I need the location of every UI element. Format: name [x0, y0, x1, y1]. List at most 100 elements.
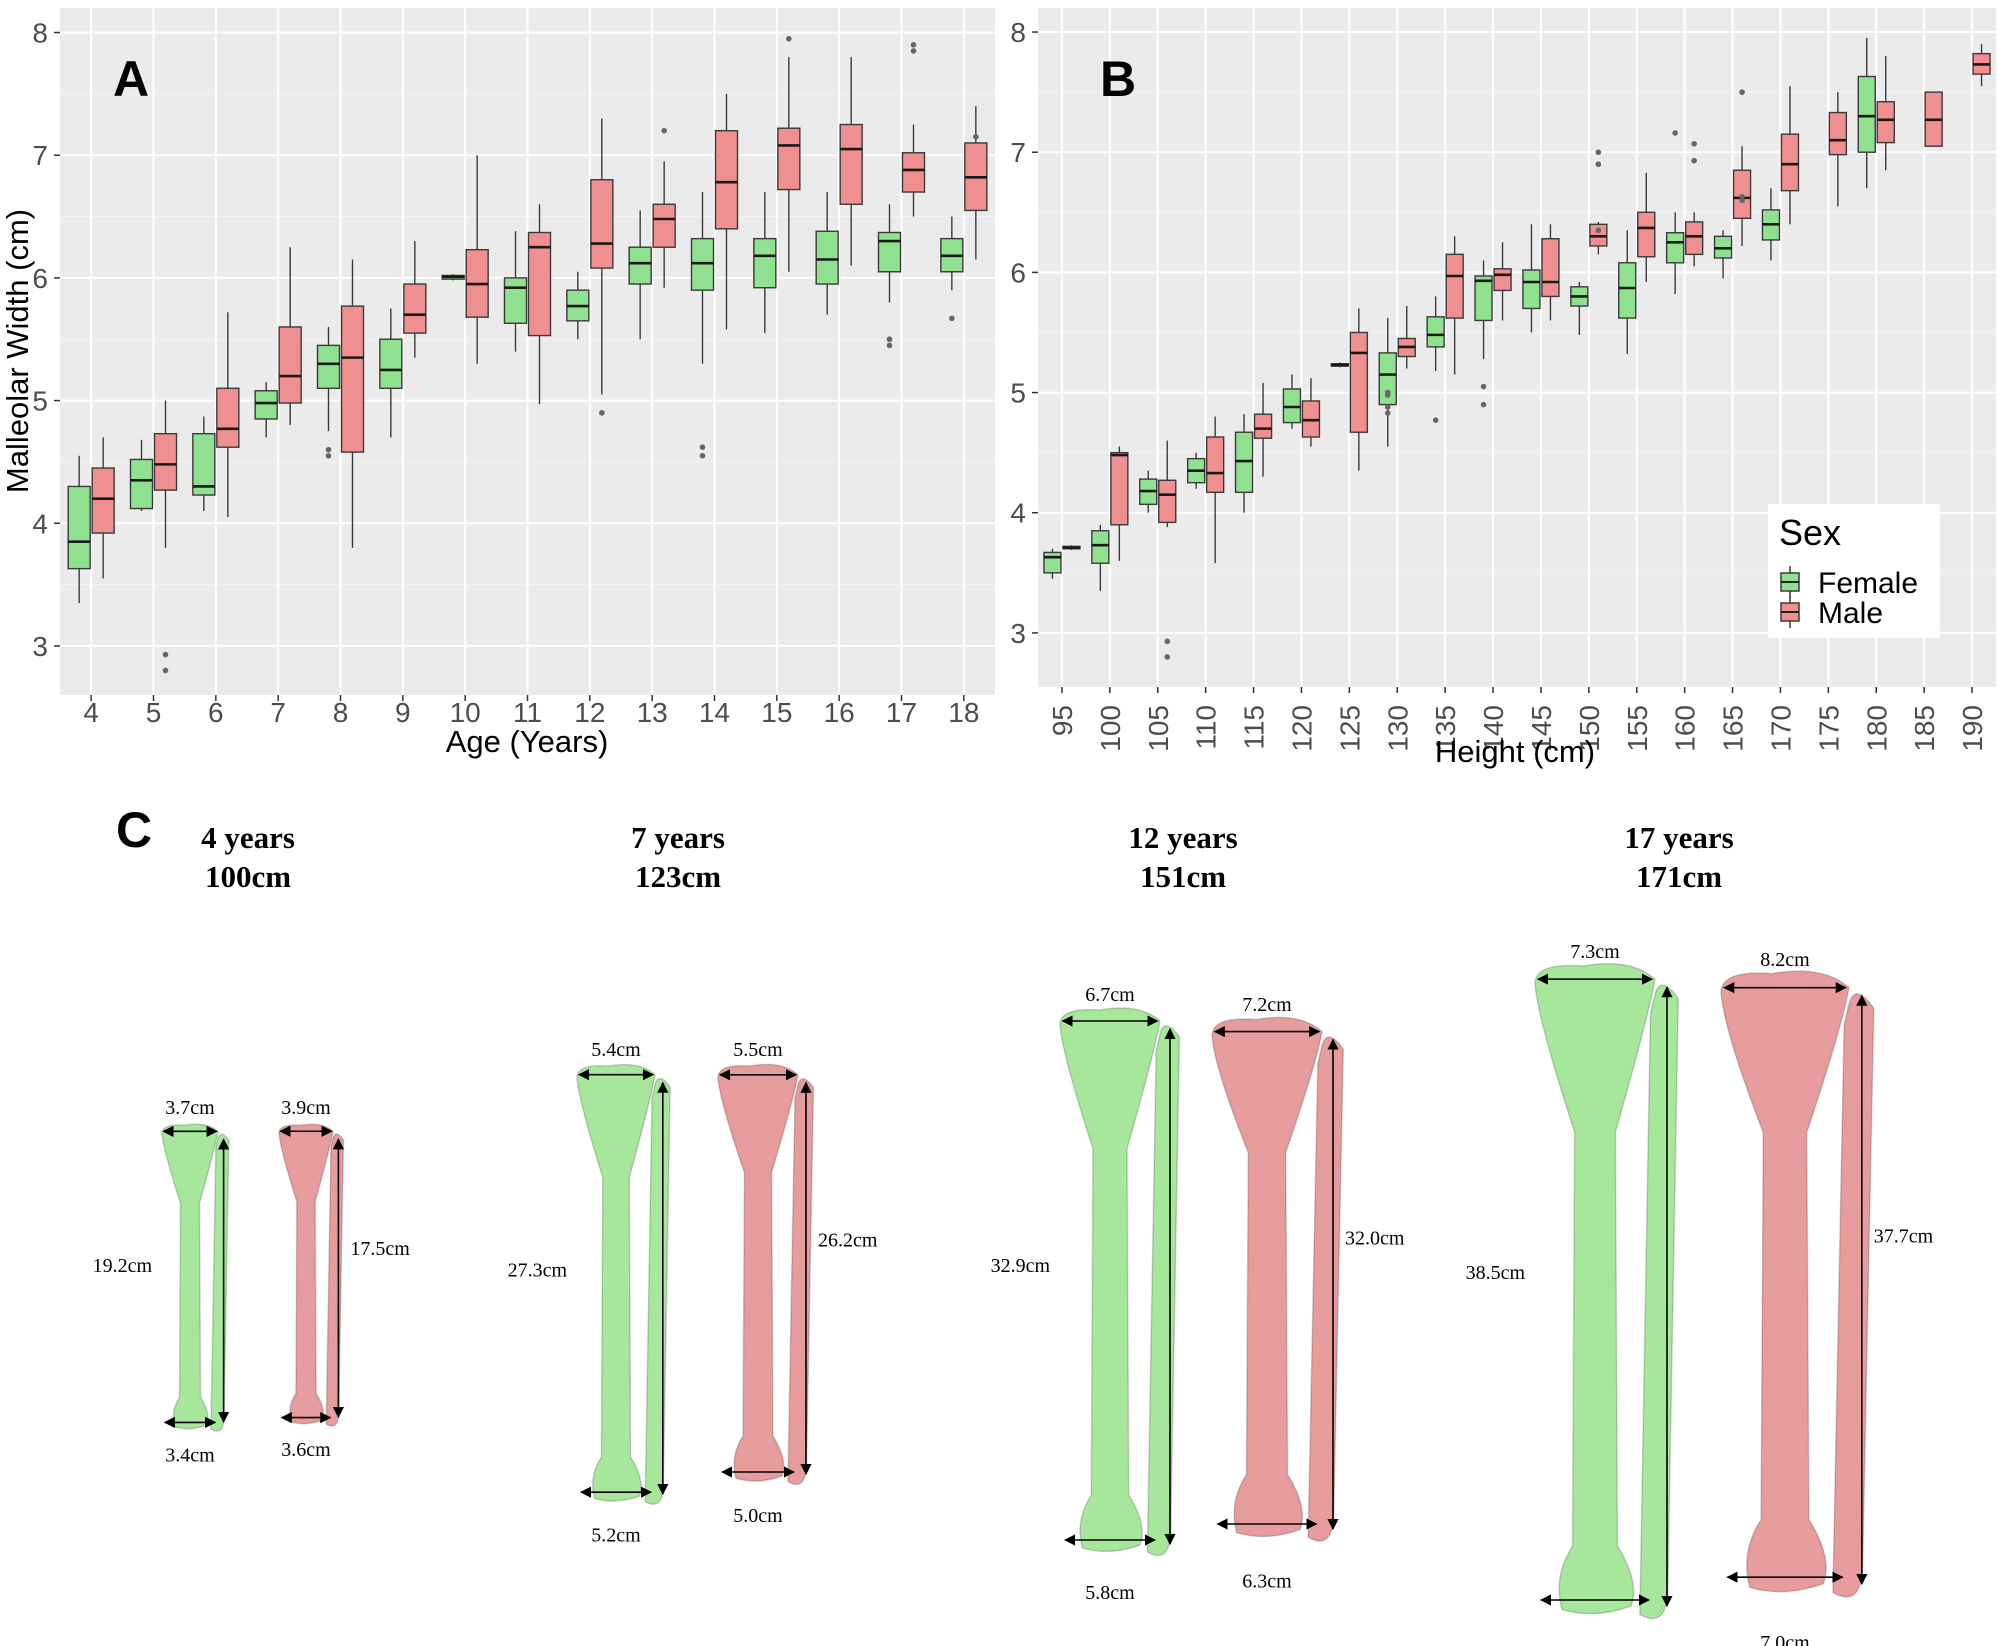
- outlier-point: [1480, 383, 1487, 390]
- x-tick-label-120: 120: [1286, 705, 1317, 752]
- iqr-box: [340, 305, 365, 453]
- female-tibia: [161, 1123, 219, 1430]
- box-female-6: [192, 416, 216, 511]
- iqr-box: [1445, 253, 1464, 319]
- female-fibula: [1146, 1025, 1181, 1557]
- outlier-point: [886, 342, 893, 349]
- iqr-box: [1043, 551, 1062, 574]
- x-tick-label-10: 10: [450, 697, 481, 728]
- x-tick-label-180: 180: [1861, 705, 1892, 752]
- panel-a-y-axis-title: Malleolar Width (cm): [0, 209, 35, 493]
- box-male-170: [1780, 86, 1800, 225]
- box-female-120: [1282, 374, 1302, 429]
- box-female-18: [940, 216, 964, 322]
- iqr-box: [1684, 221, 1704, 256]
- box-male-13: [652, 127, 676, 288]
- y-tick-label-4: 4: [32, 508, 48, 539]
- male-proximal-width-label: 5.5cm: [733, 1039, 783, 1061]
- box-female-17: [877, 204, 902, 349]
- iqr-box: [815, 230, 839, 285]
- panel-b-chart: 3 4 5 6 7 8 95 100 105 110 115 120 125 130 135 140 145 15…: [1010, 8, 1996, 769]
- box-male-10: [465, 155, 489, 364]
- female-fibula: [1639, 984, 1680, 1620]
- bone-group-height: 100cm: [205, 859, 291, 894]
- panel-b-ticks: 3 4 5 6 7 8 95 100 105 110 115 120 125 130 135 140 145 15…: [1010, 17, 1988, 752]
- outlier-point: [325, 452, 332, 459]
- x-tick-label-145: 145: [1526, 705, 1557, 752]
- legend: Sex Female Male: [1768, 504, 1940, 638]
- panel-c-bone-models: C 4 years 100cm 3.7cm 3.4cm 19.2cm 3.9cm 3.6cm…: [93, 802, 1934, 1646]
- box-male-100: [1110, 446, 1129, 561]
- x-tick-label-140: 140: [1478, 705, 1509, 752]
- outlier-point: [1691, 141, 1697, 147]
- box-female-125: [1330, 362, 1350, 368]
- box-female-7: [254, 382, 278, 438]
- iqr-box: [254, 390, 278, 420]
- outlier-point: [973, 134, 979, 140]
- female-fibula: [210, 1133, 230, 1432]
- box-male-130: [1397, 306, 1416, 369]
- x-tick-label-16: 16: [824, 697, 855, 728]
- box-male-165: [1732, 89, 1752, 246]
- iqr-box: [216, 387, 240, 448]
- x-tick-label-185: 185: [1909, 705, 1940, 752]
- male-length-label: 17.5cm: [350, 1238, 410, 1260]
- male-bone-model: 5.5cm 5.0cm 26.2cm: [717, 1039, 878, 1527]
- bone-group-age: 12 years: [1128, 820, 1237, 855]
- x-tick-label-135: 135: [1430, 705, 1461, 752]
- iqr-box: [1474, 275, 1493, 322]
- iqr-box: [278, 326, 302, 404]
- legend-title: Sex: [1779, 512, 1841, 553]
- x-tick-label-11: 11: [513, 697, 542, 728]
- outlier-point: [162, 667, 169, 674]
- box-female-150: [1570, 282, 1589, 335]
- outlier-point: [910, 42, 917, 48]
- panel-b-boxes: [1043, 38, 1991, 660]
- outlier-point: [1480, 401, 1487, 408]
- iqr-box: [1158, 479, 1177, 524]
- x-tick-label-175: 175: [1813, 705, 1844, 752]
- box-male-160: [1684, 141, 1704, 267]
- box-female-14: [690, 192, 715, 459]
- female-length-label: 27.3cm: [508, 1259, 568, 1281]
- x-tick-label-115: 115: [1239, 705, 1270, 750]
- iqr-box: [1876, 101, 1895, 144]
- iqr-box: [1618, 262, 1637, 319]
- box-female-12: [566, 271, 590, 340]
- box-male-185: [1924, 91, 1943, 147]
- box-male-175: [1828, 92, 1848, 207]
- panel-a-boxes: [67, 35, 988, 674]
- box-female-105: [1139, 470, 1158, 513]
- box-male-145: [1541, 224, 1560, 321]
- box-female-115: [1234, 414, 1254, 513]
- male-length-label: 26.2cm: [818, 1229, 878, 1251]
- iqr-box: [379, 338, 403, 390]
- outlier-point: [1595, 149, 1602, 156]
- y-tick-label-6: 6: [32, 263, 48, 294]
- female-proximal-width-label: 3.7cm: [165, 1097, 215, 1119]
- box-female-16: [815, 192, 839, 315]
- panel-a-ticks: 3 4 5 6 7 8 4 5 6 7 8 9 10 11 12 13 14 15 16 17 18: [32, 18, 979, 728]
- female-bone-model: 5.4cm 5.2cm 27.3cm: [508, 1039, 671, 1546]
- legend-label-female: Female: [1818, 567, 1918, 600]
- box-female-15: [753, 192, 777, 334]
- legend-label-male: Male: [1818, 597, 1883, 630]
- male-distal-width-label: 5.0cm: [733, 1505, 783, 1527]
- outlier-point: [1739, 193, 1745, 200]
- male-proximal-width-label: 8.2cm: [1760, 949, 1810, 971]
- male-fibula: [325, 1133, 345, 1427]
- box-male-5: [153, 400, 178, 674]
- x-tick-label-160: 160: [1670, 705, 1701, 752]
- box-female-140: [1474, 260, 1493, 408]
- outlier-point: [1739, 89, 1745, 95]
- outlier-point: [1672, 130, 1678, 136]
- male-length-label: 32.0cm: [1345, 1227, 1405, 1249]
- iqr-box: [527, 231, 552, 337]
- box-female-5: [129, 439, 154, 511]
- outlier-point: [1384, 404, 1391, 410]
- outlier-point: [1595, 227, 1602, 234]
- outlier-point: [1384, 410, 1391, 416]
- iqr-box: [777, 127, 801, 191]
- outlier-point: [699, 444, 706, 450]
- box-male-12: [590, 118, 614, 416]
